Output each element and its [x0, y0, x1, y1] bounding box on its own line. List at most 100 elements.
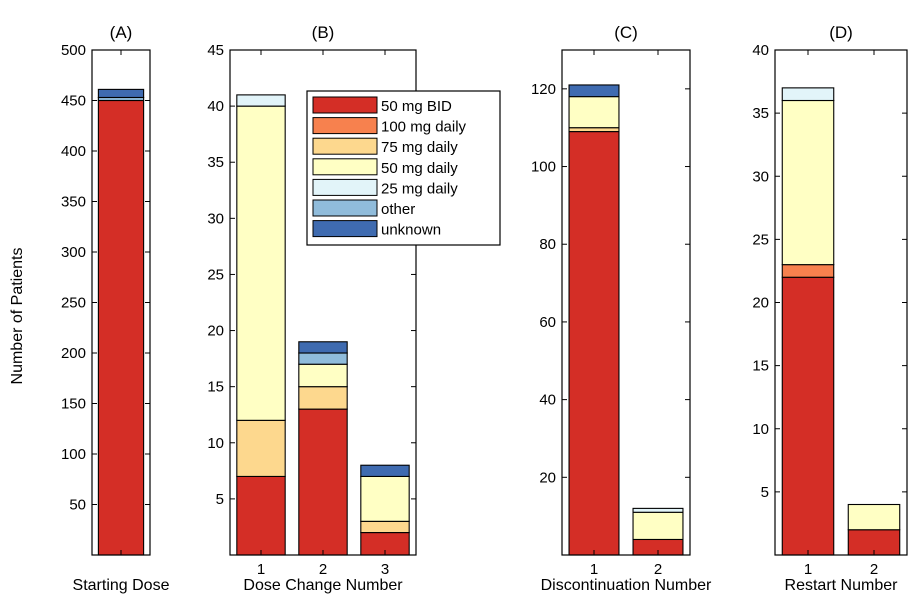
legend-item: 75 mg daily — [312, 137, 458, 156]
x-axis-label: Restart Number — [785, 577, 899, 594]
legend-item: 50 mg daily — [312, 158, 458, 177]
y-tick-label: 10 — [752, 421, 769, 438]
panel-title: (B) — [312, 23, 335, 42]
y-tick-label: 10 — [207, 435, 224, 452]
bar-segment — [360, 520, 410, 534]
x-axis-label: Dose Change Number — [243, 577, 403, 594]
legend-item: unknown — [312, 220, 441, 239]
y-tick-label: 20 — [207, 323, 224, 340]
y-tick-label: 40 — [539, 392, 556, 409]
bar-segment — [298, 341, 348, 354]
legend-label: 50 mg daily — [381, 160, 458, 177]
legend-item: other — [312, 199, 415, 218]
bar-segment — [781, 99, 835, 266]
y-tick-label: 25 — [752, 231, 769, 248]
bar-segment — [632, 507, 684, 513]
y-tick-label: 400 — [61, 143, 86, 160]
bar-segment — [781, 276, 835, 556]
y-tick-label: 60 — [539, 314, 556, 331]
legend-swatch — [312, 178, 378, 196]
bar-segment — [568, 96, 620, 129]
y-axis-label: Number of Patients — [9, 248, 26, 385]
x-tick-label: 2 — [654, 561, 662, 578]
y-tick-label: 45 — [207, 42, 224, 59]
panel-title: (C) — [614, 23, 638, 42]
bar-segment — [298, 363, 348, 388]
legend-label: unknown — [381, 222, 441, 239]
y-tick-label: 20 — [539, 469, 556, 486]
bar-segment — [781, 87, 835, 102]
axes-box — [774, 49, 908, 556]
y-tick-label: 35 — [207, 154, 224, 171]
legend-swatch — [312, 199, 378, 217]
x-tick-label: 1 — [257, 561, 265, 578]
x-tick-label: 3 — [381, 561, 389, 578]
legend-item: 100 mg daily — [312, 117, 467, 136]
legend-label: 50 mg BID — [381, 98, 452, 115]
axes-box — [561, 49, 691, 556]
chart-panels: 50 100 150 200 250 300 350 400 450 500 (A) Starting… — [61, 23, 908, 594]
bar-segment — [360, 464, 410, 477]
y-tick-label: 30 — [207, 210, 224, 227]
bar-segment — [236, 475, 286, 556]
y-tick-label: 15 — [207, 379, 224, 396]
x-tick-label: 1 — [804, 561, 812, 578]
bar-segment — [236, 419, 286, 477]
panel-a: 50 100 150 200 250 300 350 400 450 500 (A) Starting… — [61, 23, 170, 594]
legend-item: 50 mg BID — [312, 96, 452, 115]
legend-item: 25 mg daily — [312, 178, 458, 197]
y-tick-label: 500 — [61, 42, 86, 59]
bar-segment — [236, 94, 286, 107]
y-tick-label: 40 — [752, 42, 769, 59]
bar-segment — [781, 264, 835, 278]
y-tick-label: 30 — [752, 168, 769, 185]
y-tick-label: 200 — [61, 345, 86, 362]
y-tick-label: 20 — [752, 295, 769, 312]
y-tick-label: 100 — [61, 446, 86, 463]
bar-segment — [298, 408, 348, 556]
x-tick-label: 2 — [319, 561, 327, 578]
legend-swatch — [312, 158, 378, 176]
bar-segment — [847, 503, 901, 531]
bar-segment — [298, 386, 348, 410]
y-tick-label: 80 — [539, 236, 556, 253]
panel-title: (D) — [829, 23, 853, 42]
y-tick-label: 50 — [69, 497, 86, 514]
legend: 50 mg BID 100 mg daily 75 mg daily 50 mg da… — [306, 90, 501, 246]
x-tick-label: 1 — [590, 561, 598, 578]
y-tick-label: 120 — [531, 81, 556, 98]
y-tick-label: 250 — [61, 295, 86, 312]
axes-box — [91, 49, 151, 556]
panel-title: (A) — [110, 23, 133, 42]
y-tick-label: 150 — [61, 396, 86, 413]
y-tick-label: 100 — [531, 159, 556, 176]
bar-segment — [236, 105, 286, 421]
legend-swatch — [312, 220, 378, 238]
legend-label: 100 mg daily — [381, 119, 467, 136]
bar-segment — [97, 88, 145, 99]
panel-c: 1 2 20 40 60 80 100 120 (C) Discontinuation Numbe… — [531, 23, 712, 594]
bar-segment — [568, 131, 620, 556]
bar-segment — [632, 511, 684, 541]
legend-swatch — [312, 96, 378, 114]
legend-swatch — [312, 117, 378, 135]
y-tick-label: 35 — [752, 105, 769, 122]
bar-segment — [97, 99, 145, 556]
x-tick-label: 2 — [870, 561, 878, 578]
x-axis-label: Discontinuation Number — [541, 577, 712, 594]
legend-label: 75 mg daily — [381, 139, 458, 156]
legend-label: other — [381, 201, 415, 218]
x-axis-label: Starting Dose — [73, 577, 170, 594]
bar-segment — [360, 475, 410, 522]
legend-swatch — [312, 137, 378, 155]
bar-segment — [298, 352, 348, 365]
y-tick-label: 450 — [61, 93, 86, 110]
y-tick-label: 5 — [761, 484, 769, 501]
y-tick-label: 15 — [752, 358, 769, 375]
y-tick-label: 25 — [207, 266, 224, 283]
axes-box — [229, 49, 417, 556]
bar-segment — [568, 84, 620, 98]
